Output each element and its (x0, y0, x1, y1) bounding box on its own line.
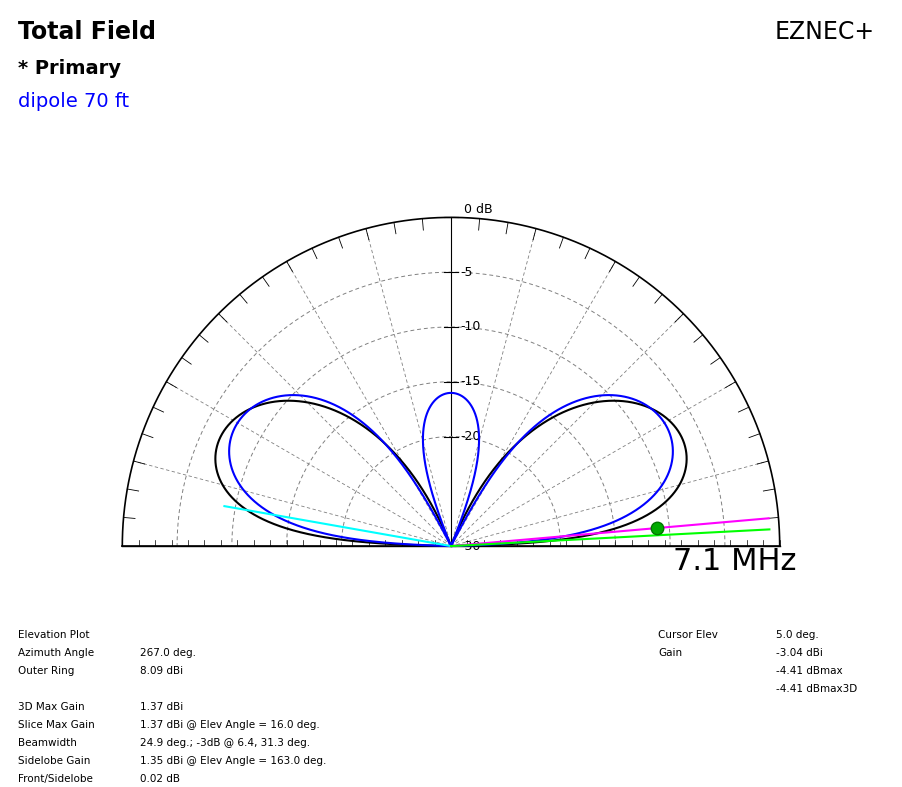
Text: -5: -5 (461, 266, 474, 279)
Text: Front/Sidelobe: Front/Sidelobe (18, 774, 93, 785)
Text: 24.9 deg.; -3dB @ 6.4, 31.3 deg.: 24.9 deg.; -3dB @ 6.4, 31.3 deg. (140, 738, 310, 748)
Text: 7.1 MHz: 7.1 MHz (674, 547, 796, 576)
Text: Azimuth Angle: Azimuth Angle (18, 648, 94, 658)
Text: 1.35 dBi @ Elev Angle = 163.0 deg.: 1.35 dBi @ Elev Angle = 163.0 deg. (140, 756, 327, 767)
Text: * Primary: * Primary (18, 59, 121, 78)
Text: 5.0 deg.: 5.0 deg. (776, 630, 818, 640)
Text: -30: -30 (461, 540, 482, 552)
Text: Slice Max Gain: Slice Max Gain (18, 720, 95, 730)
Text: 1.37 dBi: 1.37 dBi (140, 702, 183, 712)
Text: -20: -20 (461, 430, 482, 443)
Text: 0 dB: 0 dB (465, 203, 492, 216)
Text: -4.41 dBmax3D: -4.41 dBmax3D (776, 684, 857, 694)
Text: -10: -10 (461, 320, 482, 334)
Text: 1.37 dBi @ Elev Angle = 16.0 deg.: 1.37 dBi @ Elev Angle = 16.0 deg. (140, 720, 319, 730)
Text: 267.0 deg.: 267.0 deg. (140, 648, 196, 658)
Text: EZNEC+: EZNEC+ (775, 20, 875, 43)
Text: Elevation Plot: Elevation Plot (18, 630, 89, 640)
Text: Beamwidth: Beamwidth (18, 738, 77, 748)
Text: -15: -15 (461, 375, 482, 388)
Text: Cursor Elev: Cursor Elev (658, 630, 718, 640)
Text: -4.41 dBmax: -4.41 dBmax (776, 666, 842, 676)
Text: 8.09 dBi: 8.09 dBi (140, 666, 183, 676)
Text: dipole 70 ft: dipole 70 ft (18, 92, 129, 111)
Text: Sidelobe Gain: Sidelobe Gain (18, 756, 90, 767)
Text: 0.02 dB: 0.02 dB (140, 774, 179, 785)
Text: Gain: Gain (658, 648, 683, 658)
Text: 3D Max Gain: 3D Max Gain (18, 702, 85, 712)
Text: -3.04 dBi: -3.04 dBi (776, 648, 823, 658)
Text: Total Field: Total Field (18, 20, 156, 43)
Text: Outer Ring: Outer Ring (18, 666, 74, 676)
